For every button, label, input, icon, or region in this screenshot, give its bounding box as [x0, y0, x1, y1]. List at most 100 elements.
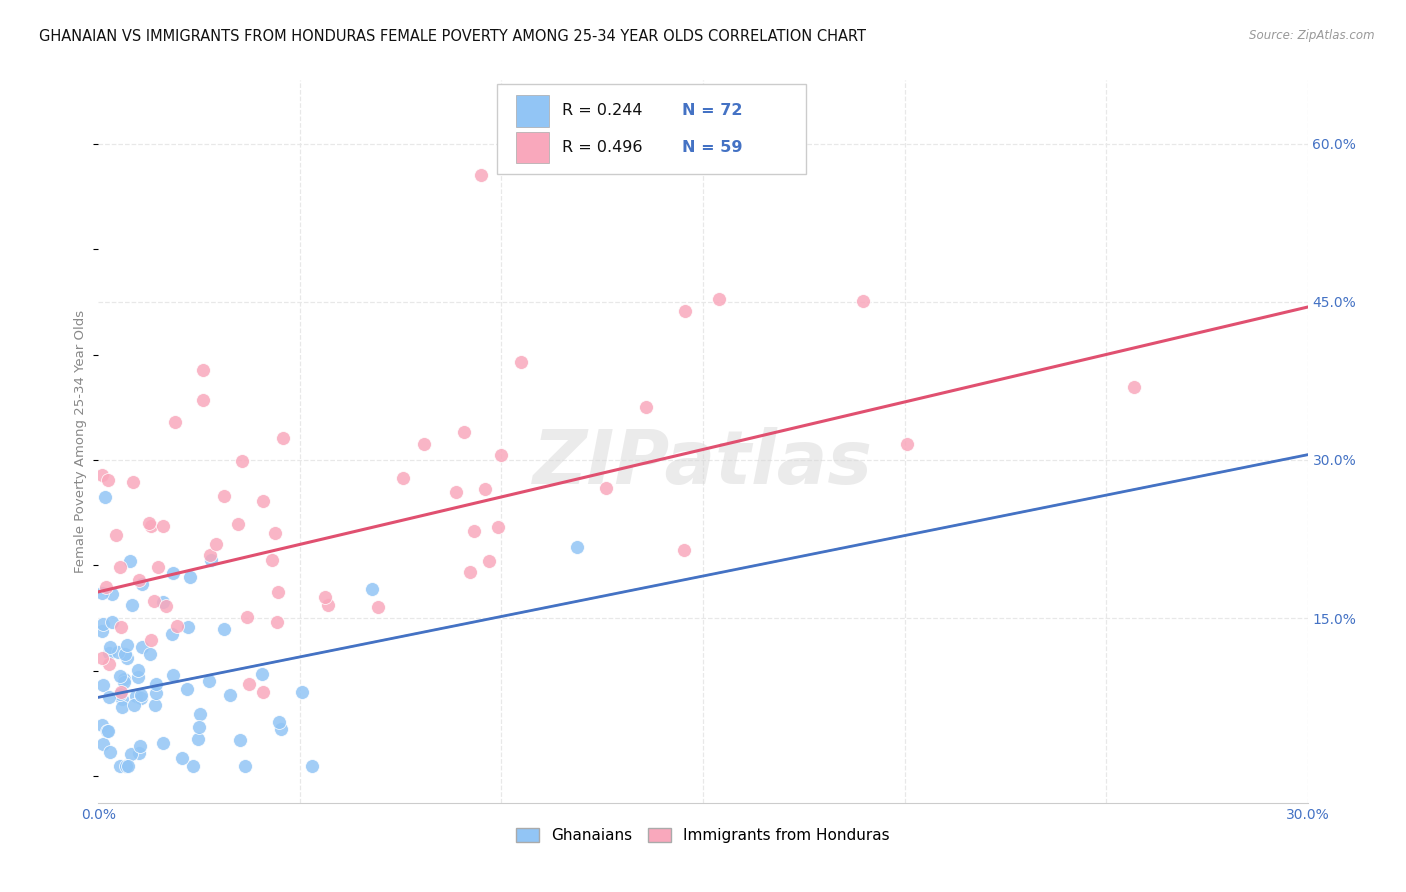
Point: [98, 640, 121, 654]
Point: [270, 722, 292, 736]
Point: [96, 724, 118, 739]
Legend: Ghanaians, Immigrants from Honduras: Ghanaians, Immigrants from Honduras: [510, 822, 896, 849]
Point: [489, 448, 512, 462]
Text: GHANAIAN VS IMMIGRANTS FROM HONDURAS FEMALE POVERTY AMONG 25-34 YEAR OLDS CORREL: GHANAIAN VS IMMIGRANTS FROM HONDURAS FEM…: [39, 29, 866, 44]
Point: [291, 685, 314, 699]
Point: [166, 618, 188, 632]
Point: [1122, 380, 1144, 394]
Point: [250, 666, 273, 681]
Point: [114, 647, 136, 661]
Point: [94, 490, 117, 504]
Text: R = 0.244: R = 0.244: [561, 103, 643, 119]
Point: [212, 623, 235, 637]
Point: [252, 685, 274, 699]
Point: [673, 543, 696, 558]
Point: [142, 594, 165, 608]
Point: [260, 553, 283, 567]
Point: [486, 520, 509, 534]
Point: [91, 737, 114, 751]
Point: [198, 548, 221, 562]
Point: [111, 692, 134, 706]
Y-axis label: Female Poverty Among 25-34 Year Olds: Female Poverty Among 25-34 Year Olds: [73, 310, 87, 573]
Point: [460, 565, 482, 579]
Point: [595, 481, 617, 495]
Point: [131, 640, 153, 654]
Point: [120, 747, 142, 762]
Point: [114, 759, 136, 773]
Point: [252, 494, 274, 508]
Point: [97, 724, 120, 739]
Point: [188, 721, 211, 735]
Point: [367, 600, 389, 615]
Point: [152, 735, 174, 749]
Point: [155, 599, 177, 613]
Point: [176, 681, 198, 696]
Point: [138, 516, 160, 531]
Point: [231, 454, 253, 468]
Point: [128, 739, 150, 753]
Point: [128, 574, 150, 588]
Point: [115, 638, 138, 652]
Point: [91, 678, 114, 692]
Point: [177, 620, 200, 634]
Point: [188, 707, 211, 722]
Point: [152, 595, 174, 609]
Point: [510, 355, 533, 369]
Point: [453, 425, 475, 439]
Point: [145, 677, 167, 691]
Point: [112, 672, 135, 686]
Point: [110, 700, 132, 714]
Text: Source: ZipAtlas.com: Source: ZipAtlas.com: [1250, 29, 1375, 42]
Text: N = 59: N = 59: [682, 140, 742, 155]
Point: [152, 519, 174, 533]
Point: [110, 685, 132, 699]
Point: [392, 471, 415, 485]
Point: [707, 292, 730, 306]
Point: [181, 759, 204, 773]
Point: [162, 627, 184, 641]
Point: [226, 517, 249, 532]
Point: [463, 524, 485, 538]
Point: [470, 168, 492, 182]
Point: [112, 675, 135, 690]
Point: [91, 468, 114, 483]
Point: [314, 590, 336, 604]
Point: [138, 647, 160, 661]
Point: [187, 731, 209, 746]
Point: [267, 714, 290, 729]
Point: [316, 598, 339, 612]
Point: [107, 645, 129, 659]
Point: [97, 690, 120, 705]
Point: [108, 687, 131, 701]
Point: [266, 615, 288, 629]
Point: [128, 747, 150, 761]
Point: [478, 554, 501, 568]
Point: [129, 691, 152, 706]
Point: [124, 690, 146, 704]
Point: [94, 580, 117, 594]
Point: [236, 609, 259, 624]
Point: [852, 293, 875, 308]
Point: [146, 560, 169, 574]
Point: [91, 651, 114, 665]
Point: [238, 677, 260, 691]
Point: [97, 473, 120, 487]
Point: [179, 570, 201, 584]
Point: [233, 759, 256, 773]
Point: [170, 751, 193, 765]
Point: [212, 489, 235, 503]
Point: [108, 560, 131, 574]
Point: [162, 668, 184, 682]
Point: [121, 598, 143, 612]
Point: [101, 586, 124, 600]
Point: [271, 431, 294, 445]
Point: [129, 688, 152, 702]
Point: [200, 553, 222, 567]
Point: [193, 363, 215, 377]
Point: [229, 733, 252, 747]
Point: [673, 304, 696, 318]
Point: [91, 718, 114, 732]
Point: [115, 759, 138, 773]
Point: [98, 646, 121, 660]
Point: [162, 566, 184, 581]
